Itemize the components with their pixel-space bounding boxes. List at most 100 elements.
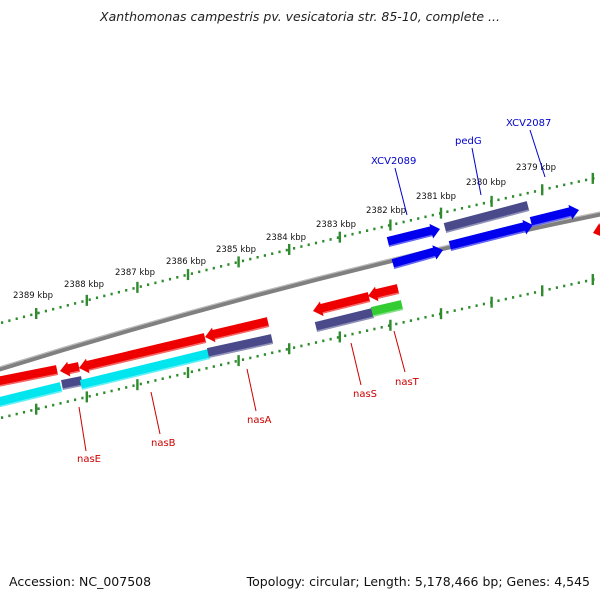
upper-scale-line-dot [263,254,266,257]
upper-scale-line-dot [271,252,274,255]
upper-scale-line-dot [132,287,135,290]
upper-scale-line-dot [424,215,427,219]
upper-scale-line-dot [183,274,186,277]
upper-scale-line-dot [241,259,245,263]
gene-label-nasa: nasA [247,415,272,426]
lower-scale-ticks-tick [541,285,544,297]
lower-scale-line-dot [402,320,405,324]
lower-scale-line-dot [52,403,55,407]
upper-scale-line-dot [336,236,339,239]
upper-scale-line-dot [329,238,332,241]
gene-pedG-arrow-rim [450,230,526,251]
upper-scale-line-dot [497,198,500,202]
upper-scale-line-dot [15,317,18,321]
lower-scale-line-dot [417,317,420,321]
upper-scale-line-dot [314,241,318,245]
gene-left-edge-red [0,365,58,387]
lower-scale-line-dot [271,351,274,355]
gene-left-edge-cyan-rim [0,390,63,408]
gene-nasA-arrow [205,317,270,343]
scale-label: 2381 kbp [416,192,456,202]
lower-scale-line-dot [358,331,361,334]
upper-scale-line-dot [373,227,376,231]
upper-scale-line-dot [519,193,522,197]
upper-scale-line-dot [103,294,106,298]
upper-scale-ticks-tick [338,231,341,243]
lower-scale-line-dot [329,337,332,341]
upper-scale-line-dot [475,203,478,207]
lower-scale-line-dot [307,342,310,346]
upper-scale-line-dot [563,183,566,187]
lower-scale-line-dot [453,309,456,312]
gene-xcv2089-arrow-b [391,245,443,269]
gene-nasE-cds [61,376,83,390]
lower-scale-line-dot [256,354,259,358]
gene-label-nase: nasE [77,454,101,465]
gene-xcv2089-arrow-body [386,223,440,247]
lower-scale-line-dot [526,292,529,296]
gene-label-nast: nasT [395,377,420,388]
gene-nasE-cds-rim [62,384,83,390]
lower-scale-line-dot [59,402,62,405]
scale-label: 2388 kbp [64,280,104,290]
upper-scale-line-dot [168,277,172,281]
lower-scale-line-dot [1,416,4,419]
lower-scale-line-dot [548,287,551,291]
lower-scale-ticks-tick [136,379,139,391]
gene-nasS-arrow-rim [322,300,371,314]
upper-scale-line-dot [22,315,26,319]
scale-label: 2385 kbp [216,245,256,255]
lower-scale-line-dot [190,370,193,374]
lower-scale-ticks-tick [389,319,392,331]
lower-scale-line-dot [555,286,558,289]
lower-scale-ticks [35,274,594,415]
lower-scale-line-dot [117,387,120,391]
lower-scale-line-dot [263,353,266,356]
gene-right-edge-arrow [593,223,600,236]
upper-scale-line-dot [161,279,164,283]
gene-nasB-arrow-rim [88,341,207,371]
lower-scale-line-dot [387,324,391,327]
lower-scale-line-dot [512,296,515,299]
upper-scale-line-dot [533,190,537,193]
gene-xcv2087-arrow [529,204,579,227]
upper-scale-ticks-tick [288,243,291,255]
gene-xcv2087-arrow-body [529,204,579,227]
upper-scale-line-dot [344,234,347,238]
upper-scale-line-dot [278,250,281,254]
upper-scale-line-dot [570,181,573,185]
lower-scale-ticks-tick [237,355,240,367]
gene-nasA-arrow-rim [214,325,270,340]
lower-scale-line-dot [176,373,179,377]
lower-scale-line-dot [15,412,18,416]
upper-scale-line-dot [402,220,405,224]
scale-label: 2389 kbp [13,291,53,301]
lower-scale-line-dot [563,284,566,288]
upper-scale-line-dot [446,210,449,213]
upper-scale-line-dot [44,309,47,313]
lower-scale-line-dot [366,329,369,332]
lower-scale-line-dot [110,389,113,393]
upper-scale-line-dot [139,285,142,288]
gene-nasA-cds-body [206,334,274,358]
lower-scale-line-dot [74,398,77,402]
gene-pedG-cds-rim [445,209,530,233]
lower-scale-line-dot [460,307,464,311]
upper-scale-line-dot [117,290,120,294]
gene-nasB-arrow [79,333,207,374]
upper-scale-line-dot [431,213,434,217]
lower-scale-line-dot [475,304,478,307]
upper-scale-line-dot [256,255,259,259]
lower-scale-ticks-tick [288,343,291,355]
upper-scale-line-dot [380,225,383,229]
lower-scale-line-dot [161,377,164,381]
upper-scale-line-dot [577,180,580,183]
upper-scale-line-dot [468,205,471,208]
upper-scale-line-dot [176,276,179,279]
gene-nasA-arrow-body [205,317,270,343]
scale-label: 2380 kbp [466,178,506,188]
upper-scale-ticks [35,172,594,320]
lower-scale-line-dot [577,281,580,285]
gene-pedG-cds-body [443,201,530,233]
lower-scale-line-dot [234,360,237,363]
